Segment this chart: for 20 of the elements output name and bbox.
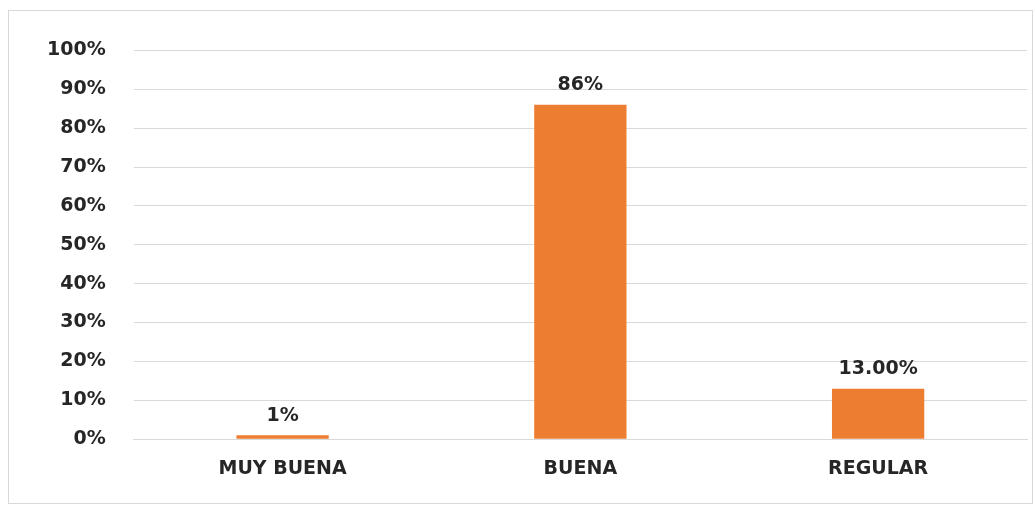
y-tick-label: 100% xyxy=(46,37,106,60)
y-tick-label: 20% xyxy=(60,348,106,371)
y-tick-label: 40% xyxy=(60,270,106,293)
y-tick-label: 80% xyxy=(60,115,106,138)
x-tick-label: MUY BUENA xyxy=(218,455,347,478)
y-tick-label: 70% xyxy=(60,153,106,176)
y-tick-label: 50% xyxy=(60,231,106,254)
y-tick-label: 0% xyxy=(73,426,106,449)
y-tick-label: 30% xyxy=(60,309,106,332)
data-label: 1% xyxy=(266,402,299,425)
bar xyxy=(534,104,627,439)
bar xyxy=(831,388,925,439)
y-tick-label: 60% xyxy=(60,192,106,215)
y-tick-label: 10% xyxy=(60,387,106,410)
x-tick-label: BUENA xyxy=(543,455,618,478)
bar xyxy=(236,435,329,439)
data-label: 13.00% xyxy=(838,356,918,379)
y-tick-label: 90% xyxy=(60,76,106,99)
x-tick-label: REGULAR xyxy=(828,455,929,478)
data-label: 86% xyxy=(557,72,604,95)
